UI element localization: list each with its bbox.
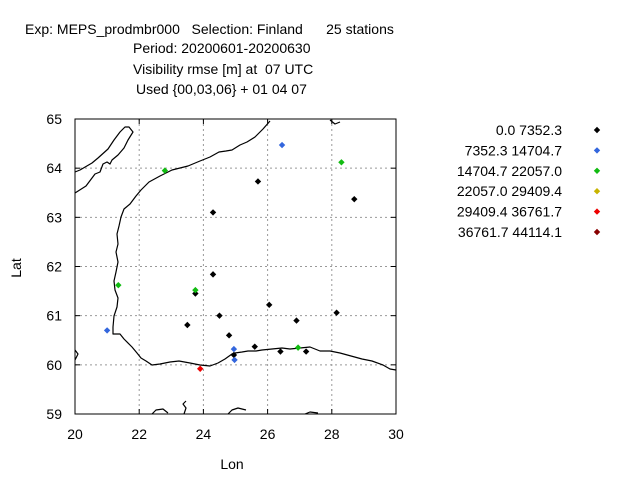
data-point-19 — [161, 167, 169, 174]
y-tick-label: 60 — [46, 357, 62, 373]
data-point-13 — [277, 348, 284, 355]
data-point-22 — [192, 286, 199, 294]
data-point-21 — [115, 281, 122, 289]
chart-title-line-4: Used {00,03,06} + 01 04 07 — [136, 81, 307, 97]
data-point-4 — [266, 301, 273, 309]
axis-ticks: 20 22 24 26 28 30 59 60 61 62 63 64 65 — [46, 111, 404, 442]
data-point-16 — [103, 327, 111, 334]
data-point-12 — [230, 351, 238, 359]
legend-label: 0.0 7352.3 — [496, 122, 562, 138]
legend-marker — [593, 147, 601, 154]
legend-label: 36761.7 44114.1 — [458, 224, 562, 240]
y-axis-label: Lat — [8, 258, 24, 278]
legend-label: 29409.4 36761.7 — [457, 204, 562, 220]
data-points — [103, 141, 358, 372]
data-point-9 — [293, 317, 300, 324]
chart-title-line-1: Exp: MEPS_prodmbr000 Selection: Finland … — [25, 21, 394, 37]
data-point-10 — [333, 309, 340, 316]
x-tick-label: 22 — [131, 426, 147, 442]
data-point-15 — [278, 141, 286, 149]
legend-label: 22057.0 29409.4 — [457, 183, 562, 199]
x-tick-label: 26 — [260, 426, 276, 442]
legend-marker — [593, 167, 601, 174]
data-point-7 — [184, 321, 191, 329]
data-point-5 — [192, 290, 199, 297]
data-point-1 — [254, 178, 262, 185]
data-point-11 — [251, 343, 258, 350]
y-tick-label: 62 — [46, 259, 62, 275]
y-tick-label: 64 — [46, 160, 62, 176]
data-point-6 — [216, 312, 223, 319]
x-tick-label: 24 — [196, 426, 212, 442]
data-point-2 — [351, 195, 358, 203]
chart-title-line-3: Visibility rmse [m] at 07 UTC — [133, 61, 314, 77]
data-point-20 — [338, 159, 345, 166]
legend-marker — [593, 228, 601, 236]
coastline-map — [74, 119, 397, 415]
x-tick-label: 28 — [324, 426, 340, 442]
legend-marker — [593, 208, 601, 215]
data-point-18 — [231, 356, 238, 364]
chart-title-line-2: Period: 20200601-20200630 — [133, 40, 311, 56]
x-tick-label: 20 — [67, 426, 83, 442]
data-point-8 — [225, 332, 233, 339]
y-tick-label: 59 — [46, 406, 62, 422]
data-point-3 — [209, 271, 217, 278]
y-tick-label: 65 — [46, 111, 62, 127]
legend: 0.0 7352.3 7352.3 14704.7 14704.7 22057.0 2… — [457, 122, 601, 240]
data-point-23 — [294, 344, 302, 351]
x-tick-label: 30 — [388, 426, 404, 442]
data-point-14 — [302, 348, 310, 355]
y-tick-label: 63 — [46, 209, 62, 225]
legend-marker — [593, 188, 601, 195]
legend-marker — [593, 126, 601, 134]
legend-label: 14704.7 22057.0 — [457, 163, 562, 179]
grid-lines — [75, 119, 396, 414]
data-point-24 — [196, 365, 204, 372]
legend-label: 7352.3 14704.7 — [465, 142, 563, 158]
y-tick-label: 61 — [46, 308, 62, 324]
x-axis-label: Lon — [220, 456, 243, 472]
data-point-17 — [230, 345, 238, 353]
data-point-0 — [209, 209, 217, 216]
